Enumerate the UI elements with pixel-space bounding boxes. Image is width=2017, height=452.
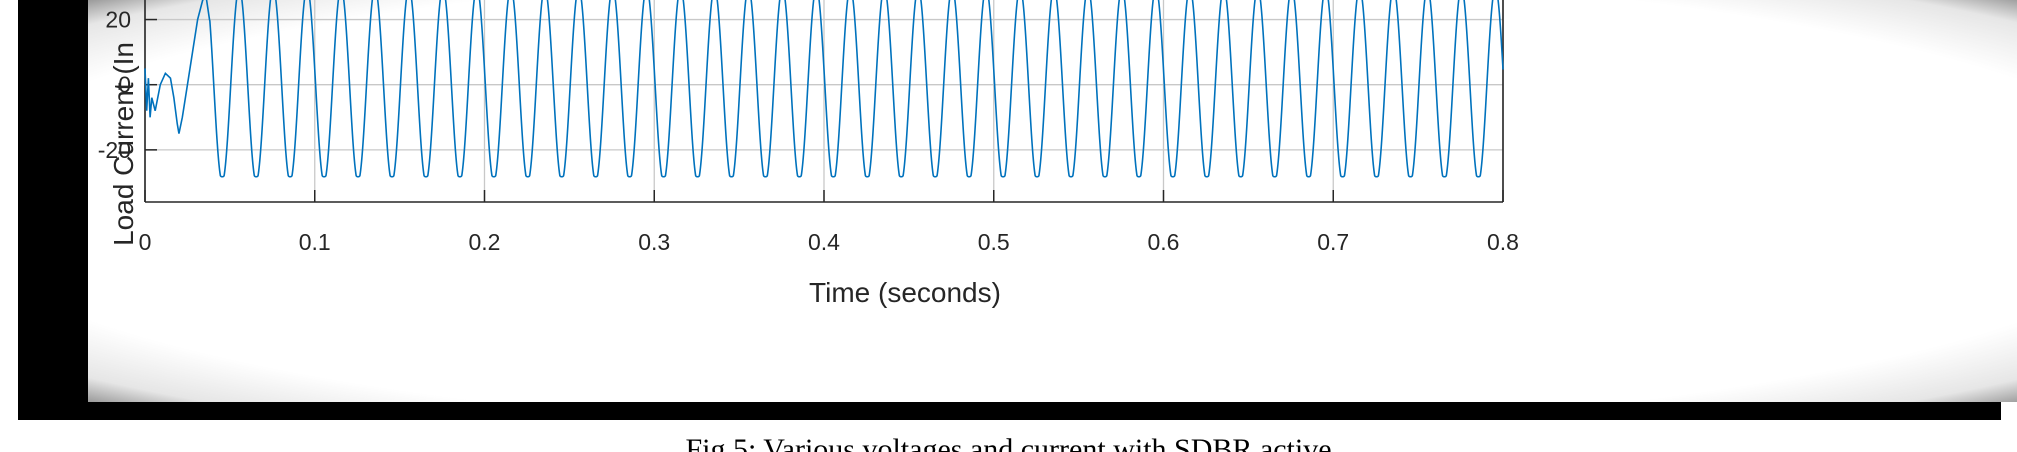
y-tick-label: -20	[98, 137, 131, 163]
x-tick-label: 0.8	[1487, 229, 1519, 255]
x-tick-label: 0.1	[299, 229, 331, 255]
x-axis-title: Time (seconds)	[809, 277, 1001, 308]
x-tick-label: 0.5	[978, 229, 1010, 255]
x-tick-label: 0.7	[1317, 229, 1349, 255]
x-tick-label: 0.4	[808, 229, 840, 255]
load-current-chart: 0 0.1 0.2 0.3 0.4 0.5 0.6 0.7 0.8 20 0 -20 Time (s…	[98, 0, 1519, 308]
series-line	[144, 0, 1504, 178]
x-tick-label: 0.6	[1148, 229, 1180, 255]
figure-frame-inner: 0 0.1 0.2 0.3 0.4 0.5 0.6 0.7 0.8 20 0 -20 Time (s…	[48, 0, 2017, 410]
y-tick-labels: 20 0 -20	[98, 7, 131, 163]
axes	[144, 0, 1504, 203]
figure-frame-outer: 0 0.1 0.2 0.3 0.4 0.5 0.6 0.7 0.8 20 0 -20 Time (s…	[18, 0, 2017, 420]
y-tick-label: 20	[105, 7, 131, 33]
x-tick-label: 0.2	[469, 229, 501, 255]
x-tick-label: 0	[139, 229, 152, 255]
figure-canvas: 0 0.1 0.2 0.3 0.4 0.5 0.6 0.7 0.8 20 0 -20 Time (s…	[88, 0, 2017, 402]
y-axis-title: Load Current (In	[108, 42, 139, 246]
grid-lines	[144, 0, 1504, 202]
x-tick-label: 0.3	[638, 229, 670, 255]
y-tick-label: 0	[118, 72, 131, 98]
figure-caption: Fig 5: Various voltages and current with…	[685, 433, 1332, 452]
x-tick-labels: 0 0.1 0.2 0.3 0.4 0.5 0.6 0.7 0.8	[139, 229, 1519, 255]
